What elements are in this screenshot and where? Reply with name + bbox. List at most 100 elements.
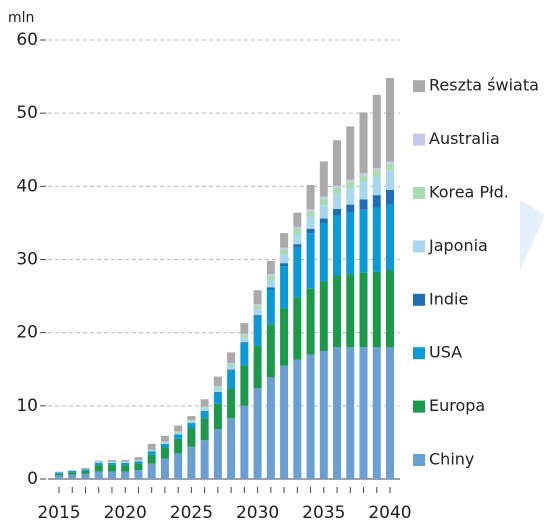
bar-segment	[266, 287, 275, 290]
bar-segment	[107, 462, 116, 466]
bar-segment	[319, 350, 328, 479]
bar-segment	[187, 423, 196, 429]
bar-segment	[346, 204, 355, 213]
bar-segment	[372, 168, 381, 171]
bar-segment	[372, 195, 381, 208]
bar-segment	[333, 215, 342, 276]
legend-label: USA	[429, 343, 462, 362]
bar-segment	[240, 323, 249, 334]
bar-segment	[386, 170, 394, 190]
bar-segment	[227, 389, 236, 419]
bar-segment	[147, 449, 156, 451]
bar-segment	[213, 376, 222, 387]
bar-segment	[280, 365, 289, 479]
bar-segment	[266, 260, 275, 275]
bar-segment	[174, 425, 183, 432]
legend-swatch	[413, 347, 425, 360]
bar-segment	[134, 463, 143, 471]
bar-segment	[160, 443, 169, 448]
bar-segment	[160, 447, 169, 459]
bar-segment	[333, 275, 342, 348]
y-tick-label: 0	[27, 469, 38, 489]
bar-segment	[200, 399, 209, 407]
bar-segment	[372, 170, 381, 177]
bar-segment	[187, 416, 196, 421]
bar-segment	[94, 471, 103, 479]
bar-segment	[160, 442, 169, 443]
bar-segment	[372, 176, 381, 196]
bar-segment	[187, 446, 196, 479]
bar-segment	[121, 462, 130, 463]
bar-segment	[121, 465, 130, 472]
bar-segment	[359, 199, 368, 210]
bar-segment	[386, 204, 394, 271]
bar-segment	[174, 432, 183, 435]
bar-segment	[227, 365, 236, 370]
bar-segment	[359, 181, 368, 200]
bar-segment	[319, 198, 328, 206]
bar-segment	[213, 386, 222, 390]
bar-segment	[134, 457, 143, 461]
x-tick-label: 2030	[236, 503, 279, 523]
bar-segment	[213, 429, 222, 479]
bar-segment	[94, 465, 103, 472]
bar-segment	[293, 297, 302, 360]
legend-swatch	[413, 240, 425, 253]
bar-segment	[147, 450, 156, 452]
x-tick-label: 2015	[37, 503, 80, 523]
bar-segment	[81, 473, 90, 479]
bar-segment	[386, 270, 394, 348]
bar-segment	[293, 244, 302, 248]
bar-segment	[187, 420, 196, 422]
bar-segment	[319, 196, 328, 199]
bar-segment	[253, 316, 262, 346]
bar-segment	[346, 126, 355, 180]
bar-segment	[280, 233, 289, 248]
legend-swatch	[413, 454, 425, 466]
bar-segment	[280, 308, 289, 366]
bar-segment	[293, 359, 302, 479]
bar-segment	[227, 369, 236, 371]
bar-segment	[372, 271, 381, 348]
bar-segment	[174, 431, 183, 433]
bar-segment	[200, 440, 209, 479]
legend-label: Reszta świata	[429, 76, 539, 95]
bar-segment	[346, 274, 355, 348]
bar-segment	[147, 451, 156, 455]
bar-segment	[333, 209, 342, 216]
bar-segment	[280, 266, 289, 309]
bar-segment	[386, 161, 394, 164]
bar-segment	[160, 435, 169, 442]
bar-segment	[94, 462, 103, 463]
bar-segment	[147, 443, 156, 450]
legend-swatch	[413, 293, 425, 306]
bar-segment	[68, 474, 77, 479]
bar-segment	[121, 459, 130, 462]
bar-segment	[386, 189, 394, 205]
bar-segment	[253, 315, 262, 317]
legend-label: Indie	[429, 289, 468, 308]
y-tick-label: 60	[16, 30, 38, 50]
bar-segment	[160, 442, 169, 444]
bar-segment	[200, 406, 209, 408]
bar-segment	[187, 428, 196, 447]
bar-segment	[266, 279, 275, 288]
bar-segment	[333, 185, 342, 188]
bar-segment	[346, 188, 355, 205]
bar-segment	[253, 304, 262, 306]
y-axis-label: mln	[8, 10, 34, 26]
bar-segment	[147, 454, 156, 464]
bar-segment	[81, 470, 90, 474]
legend-swatch	[413, 187, 425, 199]
bar-segment	[306, 184, 315, 210]
legend-label: Europa	[429, 396, 485, 415]
bar-segment	[359, 347, 368, 479]
bar-segment	[227, 352, 236, 364]
legend-swatch	[413, 400, 425, 413]
bar-segment	[306, 217, 315, 229]
bar-segment	[372, 94, 381, 169]
bar-segment	[306, 228, 315, 234]
bar-segment	[55, 472, 63, 474]
bar-segment	[266, 275, 275, 280]
bar-segment	[240, 337, 249, 343]
